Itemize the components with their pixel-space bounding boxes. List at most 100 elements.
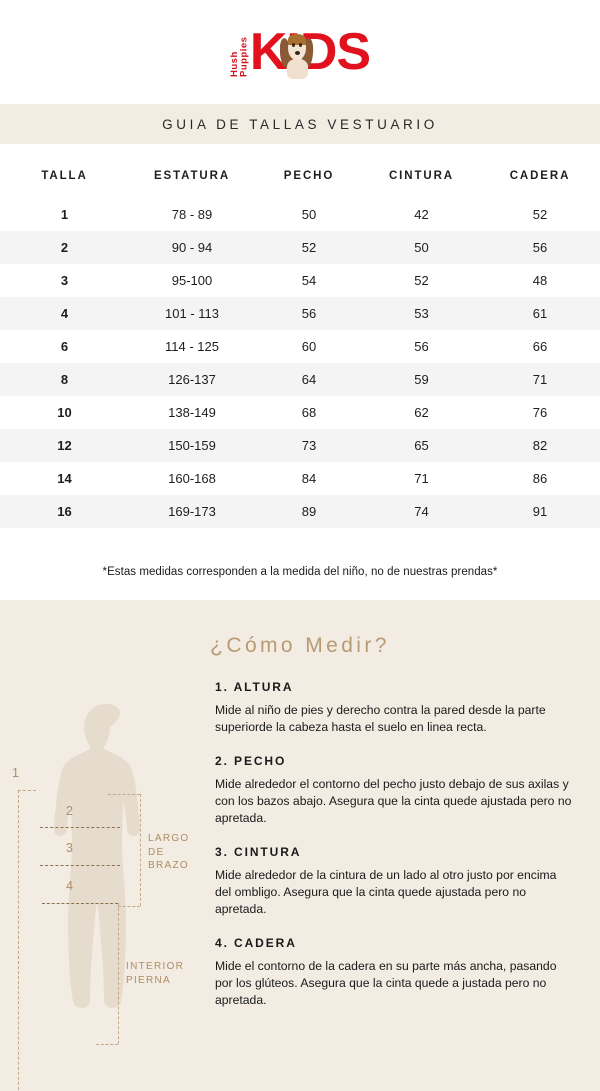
column-header-cadera: CADERA [509,170,571,182]
table-row: 1 78 - 89 50 42 52 [0,198,600,231]
estatura-cell: 169-173 [168,504,216,519]
instruction-block: 3. CINTURA Mide alrededor de la cintura d… [215,845,576,919]
estatura-cell: 90 - 94 [171,240,213,255]
cintura-cell: 56 [414,339,429,354]
column-header-pecho: PECHO [283,170,335,182]
pecho-cell: 89 [301,504,317,519]
instruction-title: 3. CINTURA [215,844,302,859]
pecho-cell: 52 [301,240,317,255]
arm-length-label-line1: LARGO [148,833,190,844]
pecho-cell: 56 [301,306,317,321]
how-to-measure-title: ¿Cómo Medir? [210,634,390,657]
size-cell: 2 [60,240,69,255]
cadera-cell: 66 [532,339,548,354]
size-cell: 1 [60,207,69,222]
instruction-text: Mide al niño de pies y derecho contra la… [215,703,546,735]
figure-marker-1: 1 [12,766,19,780]
cintura-cell: 53 [414,306,429,321]
instruction-text: Mide alrededor el contorno del pecho jus… [215,776,572,826]
size-cell: 6 [60,339,69,354]
table-row: 12 150-159 73 65 82 [0,429,600,462]
table-row: 4 101 - 113 56 53 61 [0,297,600,330]
size-cell: 14 [57,471,72,486]
table-row: 16 169-173 89 74 91 [0,495,600,528]
table-footnote: *Estas medidas corresponden a la medida … [102,566,498,578]
arm-bracket-bottom-tick [118,906,140,907]
kids-wordmark: KIDS [249,23,371,81]
size-table-head: TALLA ESTATURA PECHO CINTURA CADERA [0,144,600,198]
estatura-cell: 101 - 113 [165,306,219,321]
cintura-cell: 65 [414,438,429,453]
pecho-cell: 84 [301,471,317,486]
pecho-cell: 68 [301,405,317,420]
kids-text: KIDS [249,23,371,81]
column-header-talla: TALLA [41,170,88,182]
cintura-cell: 62 [414,405,429,420]
cadera-cell: 56 [532,240,548,255]
inseam-label: INTERIOR PIERNA [126,960,184,987]
figure-marker-2: 2 [66,804,73,818]
how-to-measure-body: 1 2 3 4 [0,658,600,1091]
measurement-figure: 1 2 3 4 [0,680,215,1091]
arm-length-label-line3: BRAZO [148,860,189,871]
instruction-title: 2. PECHO [215,753,287,768]
arm-bracket-top-tick [108,794,140,795]
estatura-cell: 160-168 [168,471,216,486]
cintura-cell: 59 [414,372,429,387]
cadera-cell: 76 [532,405,548,420]
cadera-cell: 48 [532,273,548,288]
cintura-cell: 42 [414,207,429,222]
how-to-measure-section: ¿Cómo Medir? 1 2 3 4 [0,600,600,1091]
cintura-cell: 71 [414,471,429,486]
instruction-title: 4. CADERA [215,935,297,950]
table-row: 14 160-168 84 71 86 [0,462,600,495]
cadera-cell: 52 [532,207,548,222]
inseam-bracket-line [118,903,119,1044]
waist-measure-line [40,865,120,866]
hush-puppies-wordmark: Hush Puppies [228,36,250,77]
estatura-cell: 126-137 [168,372,216,387]
arm-bracket-line [140,794,141,906]
instruction-text: Mide alrededor de la cintura de un lado … [215,867,557,917]
size-cell: 4 [60,306,69,321]
size-cell: 10 [57,405,72,420]
inseam-label-line2: PIERNA [126,974,172,986]
figure-marker-4: 4 [66,879,73,893]
cadera-cell: 91 [532,504,548,519]
estatura-cell: 150-159 [168,438,216,453]
arm-length-label-line2: DE [148,846,165,858]
cintura-cell: 50 [414,240,429,255]
instruction-block: 2. PECHO Mide alrededor el contorno del p… [215,754,576,828]
brand-logo: Hush Puppies KIDS [228,23,371,81]
table-row: 2 90 - 94 52 50 56 [0,231,600,264]
measure-instructions: 1. ALTURA Mide al niño de pies y derecho … [215,680,600,1080]
column-header-estatura: ESTATURA [153,170,231,182]
cadera-cell: 61 [532,306,548,321]
pecho-cell: 54 [301,273,317,288]
size-table: TALLA ESTATURA PECHO CINTURA CADERA 1 78 … [0,144,600,528]
instruction-block: 4. CADERA Mide el contorno de la cadera e… [215,936,576,1010]
cadera-cell: 71 [532,372,548,387]
table-row: 3 95-100 54 52 48 [0,264,600,297]
child-silhouette-icon [54,704,140,1008]
pecho-cell: 64 [301,372,317,387]
table-header-row: TALLA ESTATURA PECHO CINTURA CADERA [0,144,600,198]
cadera-cell: 82 [532,438,548,453]
pecho-cell: 73 [301,438,317,453]
cintura-cell: 52 [414,273,429,288]
arm-length-label: LARGO DE BRAZO [148,832,190,873]
height-bracket-line [18,790,19,1091]
column-header-cintura: CINTURA [388,170,455,182]
cintura-cell: 74 [414,504,429,519]
estatura-cell: 95-100 [171,273,213,288]
estatura-cell: 78 - 89 [171,207,213,222]
chest-measure-line [40,827,120,828]
height-bracket-top-tick [18,790,36,791]
instruction-text: Mide el contorno de la cadera en su part… [215,958,557,1008]
estatura-cell: 114 - 125 [165,339,219,354]
hip-measure-line [42,903,118,904]
inseam-bracket-bottom-tick [96,1044,118,1045]
pecho-cell: 60 [301,339,317,354]
size-table-body: 1 78 - 89 50 42 52 2 90 - 94 52 50 56 3 95-100 54 52 4… [0,198,600,528]
